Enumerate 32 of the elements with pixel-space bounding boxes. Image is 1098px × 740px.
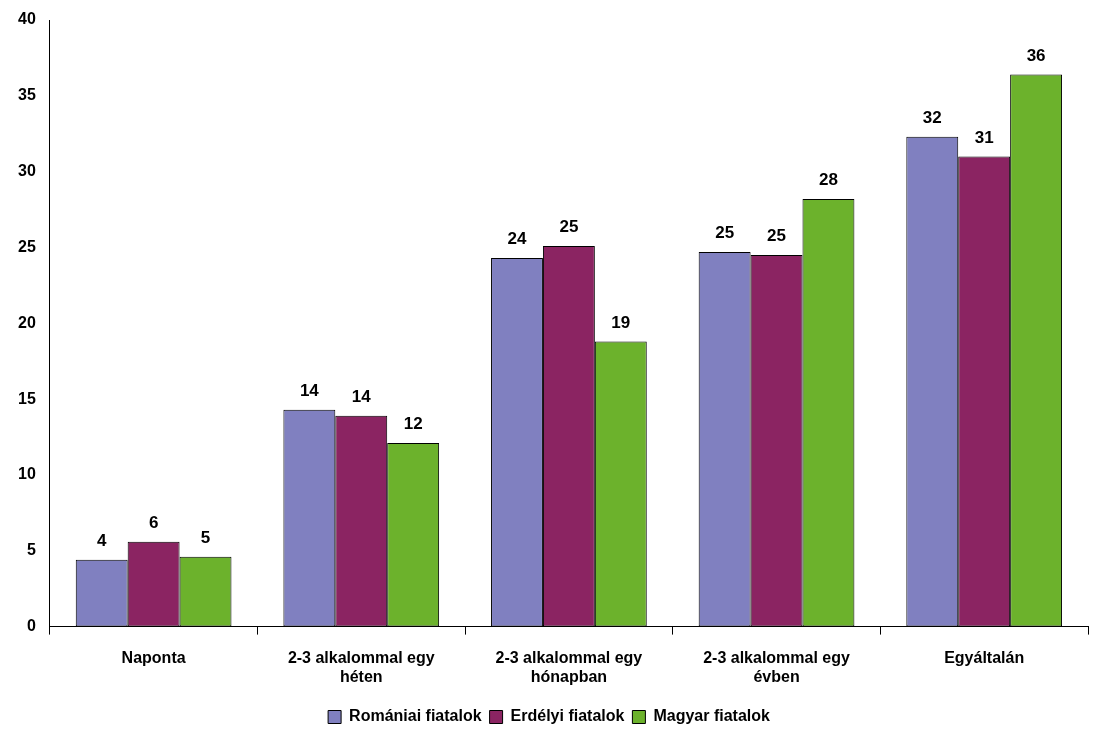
y-tick-label: 15	[18, 389, 36, 407]
data-label: 6	[148, 512, 159, 532]
y-tick-label: 30	[18, 162, 36, 180]
legend-label: Erdélyi fiatalok	[510, 707, 625, 725]
legend-label: Magyar fiatalok	[653, 707, 770, 725]
y-tick-label: 20	[18, 313, 36, 331]
x-tick-label: 2-3 alkalommal egy évben	[703, 648, 851, 685]
x-tick-label: Egyáltalán	[944, 648, 1025, 666]
data-label: 32	[922, 107, 942, 127]
data-label: 25	[715, 223, 735, 243]
data-label: 4	[96, 531, 107, 551]
y-tick-label: 40	[18, 10, 36, 28]
data-label: 24	[507, 229, 527, 249]
data-label: 25	[767, 226, 786, 246]
y-tick-label: 35	[18, 86, 36, 104]
data-label: 19	[611, 312, 631, 332]
y-tick-label: 5	[26, 541, 36, 559]
legend-label: Romániai fiatalok	[349, 707, 482, 725]
y-tick-label: 25	[18, 237, 36, 255]
data-label: 36	[1026, 45, 1046, 65]
data-label: 14	[351, 386, 372, 406]
data-label: 31	[974, 127, 994, 147]
data-label: 12	[403, 414, 423, 434]
x-tick-label: Naponta	[121, 648, 186, 666]
y-tick-label: 10	[18, 465, 36, 483]
data-label: 5	[200, 528, 211, 548]
data-label: 25	[559, 217, 579, 237]
x-tick-label: 2-3 alkalommal egy hónapban	[495, 648, 643, 685]
x-tick-label: 2-3 alkalommal egy héten	[287, 648, 435, 685]
y-tick-label: 0	[26, 617, 36, 635]
data-label: 28	[818, 170, 838, 190]
data-label: 14	[299, 380, 320, 400]
